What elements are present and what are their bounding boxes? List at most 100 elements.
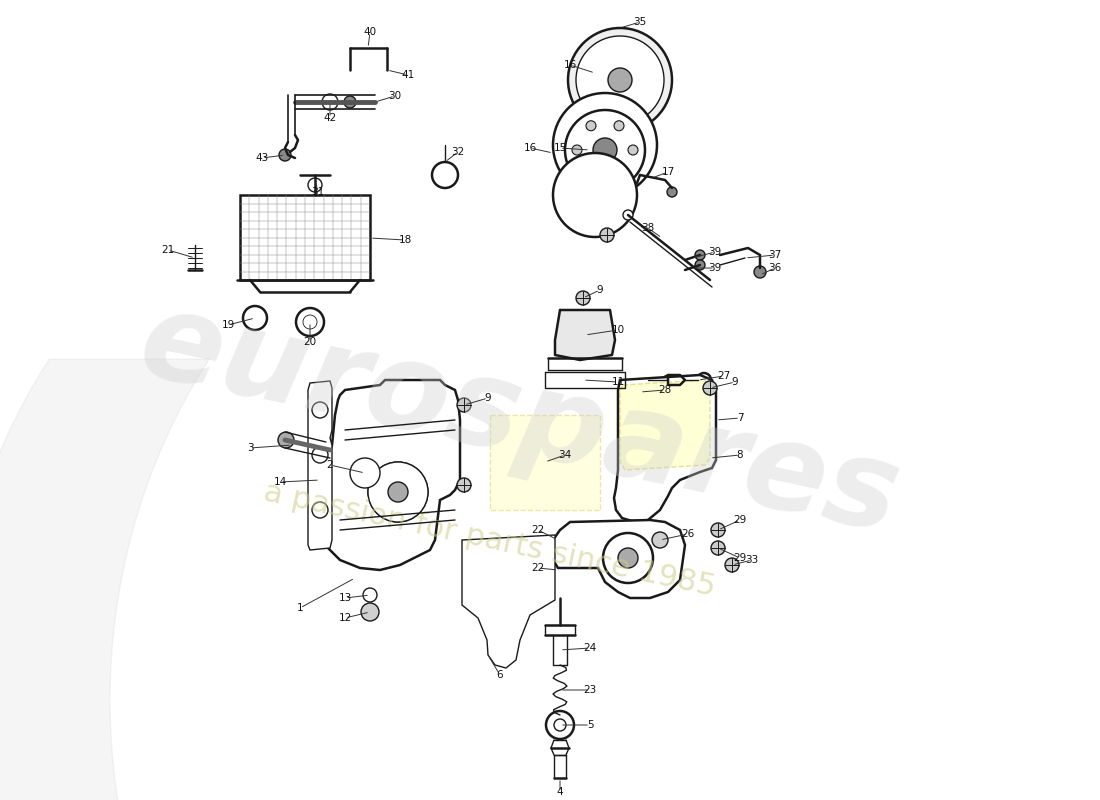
- Circle shape: [312, 402, 328, 418]
- Circle shape: [363, 588, 377, 602]
- Circle shape: [725, 558, 739, 572]
- Text: 9: 9: [596, 285, 603, 295]
- Text: 17: 17: [661, 167, 674, 177]
- Bar: [240, 195, 370, 280]
- Text: 1: 1: [297, 603, 304, 613]
- Text: a passion for parts since 1985: a passion for parts since 1985: [262, 478, 718, 602]
- Text: 37: 37: [769, 250, 782, 260]
- Text: 16: 16: [524, 143, 537, 153]
- Text: eurospares: eurospares: [130, 282, 910, 558]
- Circle shape: [368, 484, 384, 500]
- Text: 4: 4: [557, 787, 563, 797]
- Circle shape: [632, 384, 648, 400]
- Circle shape: [312, 502, 328, 518]
- Circle shape: [652, 532, 668, 548]
- Polygon shape: [553, 520, 685, 598]
- Circle shape: [603, 533, 653, 583]
- Circle shape: [278, 432, 294, 448]
- Text: 39: 39: [708, 263, 722, 273]
- Text: 43: 43: [255, 153, 268, 163]
- Circle shape: [243, 306, 267, 330]
- Circle shape: [361, 603, 379, 621]
- Circle shape: [614, 170, 624, 179]
- Circle shape: [296, 308, 324, 336]
- Circle shape: [308, 178, 322, 192]
- Text: 41: 41: [402, 70, 415, 80]
- Text: 19: 19: [221, 320, 234, 330]
- Circle shape: [368, 462, 428, 522]
- Text: 35: 35: [634, 17, 647, 27]
- Polygon shape: [556, 310, 615, 360]
- Text: 7: 7: [737, 413, 744, 423]
- Text: 29: 29: [734, 553, 747, 563]
- Circle shape: [576, 291, 590, 305]
- Circle shape: [600, 228, 614, 242]
- Text: 9: 9: [485, 393, 492, 403]
- Text: 38: 38: [641, 223, 654, 233]
- Circle shape: [576, 36, 664, 124]
- Polygon shape: [308, 381, 332, 550]
- Polygon shape: [620, 380, 710, 470]
- Circle shape: [565, 110, 645, 190]
- Circle shape: [586, 121, 596, 130]
- Text: 12: 12: [339, 613, 352, 623]
- Text: 20: 20: [304, 337, 317, 347]
- Text: 24: 24: [583, 643, 596, 653]
- Circle shape: [711, 523, 725, 537]
- Circle shape: [312, 447, 328, 463]
- Polygon shape: [322, 380, 460, 570]
- Circle shape: [553, 93, 657, 197]
- Text: 9: 9: [732, 377, 738, 387]
- Text: 14: 14: [274, 477, 287, 487]
- Text: 29: 29: [734, 515, 747, 525]
- Circle shape: [663, 375, 673, 385]
- Circle shape: [554, 719, 566, 731]
- Circle shape: [754, 266, 766, 278]
- Circle shape: [402, 503, 417, 519]
- Circle shape: [412, 484, 428, 500]
- Circle shape: [608, 68, 632, 92]
- Text: 11: 11: [612, 377, 625, 387]
- Circle shape: [456, 478, 471, 492]
- Bar: [490, 415, 600, 510]
- Text: 27: 27: [717, 371, 730, 381]
- Text: 31: 31: [311, 187, 324, 197]
- Text: 36: 36: [769, 263, 782, 273]
- Circle shape: [703, 381, 717, 395]
- Circle shape: [614, 121, 624, 130]
- Circle shape: [568, 28, 672, 132]
- Text: 40: 40: [363, 27, 376, 37]
- Text: 3: 3: [246, 443, 253, 453]
- Circle shape: [379, 503, 395, 519]
- Text: 30: 30: [388, 91, 401, 101]
- Circle shape: [379, 465, 395, 481]
- Circle shape: [350, 458, 380, 488]
- Circle shape: [279, 149, 292, 161]
- Text: 42: 42: [323, 113, 337, 123]
- Text: 10: 10: [612, 325, 625, 335]
- Circle shape: [586, 170, 596, 179]
- Text: 22: 22: [531, 525, 544, 535]
- Text: 5: 5: [586, 720, 593, 730]
- Circle shape: [432, 162, 458, 188]
- Text: 39: 39: [708, 247, 722, 257]
- Text: 21: 21: [162, 245, 175, 255]
- Circle shape: [695, 250, 705, 260]
- Circle shape: [368, 462, 428, 522]
- Circle shape: [553, 153, 637, 237]
- Circle shape: [593, 138, 617, 162]
- Text: 2: 2: [327, 460, 333, 470]
- Text: 13: 13: [339, 593, 352, 603]
- Circle shape: [456, 398, 471, 412]
- Text: 15: 15: [553, 143, 566, 153]
- Circle shape: [546, 711, 574, 739]
- Circle shape: [388, 482, 408, 502]
- Circle shape: [711, 541, 725, 555]
- Text: 23: 23: [583, 685, 596, 695]
- Text: 6: 6: [497, 670, 504, 680]
- Circle shape: [695, 260, 705, 270]
- Circle shape: [603, 533, 653, 583]
- Circle shape: [322, 94, 338, 110]
- Circle shape: [623, 210, 632, 220]
- Polygon shape: [462, 535, 556, 668]
